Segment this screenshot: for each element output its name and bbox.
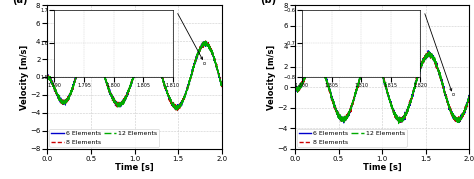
12 Elements	[45, 77, 50, 79]
12 Elements	[219, 84, 225, 86]
6 Elements	[419, 63, 424, 65]
Legend: 6 Elements, 8 Elements, 12 Elements: 6 Elements, 8 Elements, 12 Elements	[49, 129, 159, 147]
12 Elements	[118, 103, 124, 105]
Line: 8 Elements: 8 Elements	[47, 41, 222, 111]
6 Elements	[461, 112, 467, 114]
Line: 12 Elements: 12 Elements	[295, 51, 469, 124]
12 Elements	[453, 117, 458, 119]
X-axis label: Time [s]: Time [s]	[363, 163, 401, 172]
6 Elements	[175, 109, 181, 111]
12 Elements	[174, 109, 180, 111]
12 Elements	[461, 109, 467, 112]
6 Elements	[425, 49, 431, 52]
8 Elements	[398, 122, 404, 124]
12 Elements	[128, 84, 133, 87]
8 Elements	[128, 84, 133, 86]
12 Elements	[171, 103, 177, 106]
6 Elements	[367, 54, 373, 57]
12 Elements	[396, 123, 401, 125]
12 Elements	[367, 55, 373, 58]
8 Elements	[425, 50, 430, 52]
12 Elements	[203, 40, 209, 42]
6 Elements	[375, 64, 381, 66]
Legend: 6 Elements, 8 Elements, 12 Elements: 6 Elements, 8 Elements, 12 Elements	[297, 129, 407, 147]
6 Elements	[128, 85, 133, 87]
12 Elements	[419, 64, 425, 66]
X-axis label: Time [s]: Time [s]	[115, 163, 154, 172]
8 Elements	[419, 63, 424, 65]
8 Elements	[365, 58, 371, 60]
12 Elements	[205, 44, 210, 46]
Line: 12 Elements: 12 Elements	[47, 41, 222, 110]
Y-axis label: Velocity [m/s]: Velocity [m/s]	[20, 44, 29, 110]
6 Elements	[219, 84, 225, 87]
8 Elements	[453, 118, 458, 120]
8 Elements	[292, 87, 298, 89]
Text: (a): (a)	[12, 0, 28, 4]
Text: (b): (b)	[260, 0, 276, 4]
Bar	[452, 93, 454, 95]
8 Elements	[171, 104, 177, 106]
6 Elements	[119, 101, 125, 103]
8 Elements	[119, 103, 125, 105]
6 Elements	[453, 119, 458, 121]
8 Elements	[205, 43, 210, 45]
6 Elements	[341, 122, 346, 124]
8 Elements	[214, 64, 219, 66]
6 Elements	[292, 85, 298, 87]
8 Elements	[375, 59, 381, 61]
8 Elements	[219, 83, 225, 85]
6 Elements	[45, 74, 50, 77]
8 Elements	[466, 96, 472, 98]
12 Elements	[466, 94, 472, 96]
12 Elements	[119, 104, 125, 106]
6 Elements	[365, 54, 371, 57]
6 Elements	[201, 40, 207, 42]
6 Elements	[118, 106, 124, 108]
12 Elements	[365, 56, 371, 59]
8 Elements	[175, 110, 181, 112]
6 Elements	[171, 107, 177, 109]
8 Elements	[118, 103, 124, 105]
6 Elements	[205, 43, 210, 45]
8 Elements	[367, 52, 373, 54]
12 Elements	[369, 50, 374, 52]
8 Elements	[461, 111, 467, 113]
12 Elements	[292, 86, 298, 88]
Bar	[203, 62, 205, 64]
6 Elements	[466, 97, 472, 99]
6 Elements	[214, 66, 219, 69]
Y-axis label: Velocity [m/s]: Velocity [m/s]	[267, 44, 276, 110]
12 Elements	[375, 63, 381, 65]
Line: 6 Elements: 6 Elements	[295, 50, 469, 123]
Line: 8 Elements: 8 Elements	[295, 51, 469, 123]
Line: 6 Elements: 6 Elements	[47, 41, 222, 110]
12 Elements	[214, 65, 219, 67]
8 Elements	[45, 78, 50, 80]
8 Elements	[202, 40, 208, 42]
